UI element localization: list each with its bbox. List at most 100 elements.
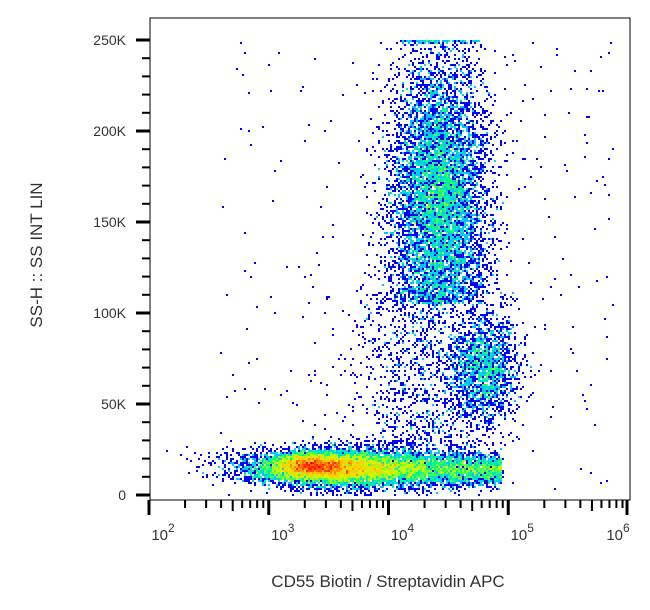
- event-point: [448, 478, 450, 480]
- event-point: [430, 454, 432, 456]
- event-point: [474, 476, 476, 478]
- event-point: [430, 98, 432, 100]
- event-point: [422, 290, 424, 292]
- event-point: [486, 468, 488, 470]
- event-point: [454, 464, 456, 466]
- event-point: [422, 488, 424, 490]
- event-point: [498, 476, 500, 478]
- event-point: [424, 464, 426, 466]
- event-point: [450, 100, 452, 102]
- event-point: [452, 118, 454, 120]
- event-point: [482, 280, 484, 282]
- event-point: [478, 284, 480, 286]
- event-point: [412, 50, 414, 52]
- event-point: [438, 42, 440, 44]
- event-point: [406, 462, 408, 464]
- event-point: [248, 468, 250, 470]
- event-point: [492, 472, 494, 474]
- event-point: [348, 482, 350, 484]
- event-point: [422, 204, 424, 206]
- event-point: [224, 466, 226, 468]
- event-point: [452, 242, 454, 244]
- event-point: [328, 446, 330, 448]
- event-point: [204, 460, 206, 462]
- event-point: [426, 478, 428, 480]
- event-point: [228, 494, 230, 496]
- event-point: [454, 196, 456, 198]
- event-point: [334, 484, 336, 486]
- event-point: [242, 458, 244, 460]
- event-point: [408, 152, 410, 154]
- event-point: [426, 460, 428, 462]
- event-point: [310, 468, 312, 470]
- event-point: [496, 462, 498, 464]
- event-point: [312, 452, 314, 454]
- event-point: [254, 466, 256, 468]
- event-point: [276, 458, 278, 460]
- event-point: [298, 462, 300, 464]
- event-point: [338, 460, 340, 462]
- event-point: [468, 452, 470, 454]
- event-point: [474, 248, 476, 250]
- event-point: [464, 222, 466, 224]
- event-point: [374, 474, 376, 476]
- event-point: [324, 478, 326, 480]
- event-point: [418, 458, 420, 460]
- event-point: [420, 204, 422, 206]
- event-point: [434, 186, 436, 188]
- event-point: [446, 180, 448, 182]
- event-point: [436, 88, 438, 90]
- event-point: [444, 282, 446, 284]
- event-point: [426, 226, 428, 228]
- event-point: [438, 206, 440, 208]
- event-point: [296, 452, 298, 454]
- event-point: [396, 252, 398, 254]
- event-point: [290, 450, 292, 452]
- event-point: [416, 468, 418, 470]
- event-point: [350, 466, 352, 468]
- event-point: [472, 254, 474, 256]
- event-point: [380, 482, 382, 484]
- event-point: [452, 454, 454, 456]
- event-point: [262, 480, 264, 482]
- event-point: [356, 466, 358, 468]
- event-point: [420, 460, 422, 462]
- event-point: [300, 444, 302, 446]
- event-point: [362, 464, 364, 466]
- event-point: [500, 470, 502, 472]
- event-point: [398, 118, 400, 120]
- event-point: [448, 68, 450, 70]
- event-point: [428, 166, 430, 168]
- event-point: [412, 70, 414, 72]
- event-point: [468, 172, 470, 174]
- event-point: [418, 192, 420, 194]
- event-point: [242, 448, 244, 450]
- event-point: [420, 120, 422, 122]
- event-point: [398, 194, 400, 196]
- event-point: [442, 190, 444, 192]
- event-point: [422, 460, 424, 462]
- event-point: [444, 294, 446, 296]
- event-point: [312, 460, 314, 462]
- event-point: [422, 198, 424, 200]
- event-point: [328, 466, 330, 468]
- event-point: [444, 286, 446, 288]
- event-point: [416, 276, 418, 278]
- event-point: [454, 238, 456, 240]
- event-point: [462, 42, 464, 44]
- event-point: [262, 450, 264, 452]
- event-point: [340, 450, 342, 452]
- event-point: [418, 210, 420, 212]
- event-point: [266, 472, 268, 474]
- event-point: [412, 454, 414, 456]
- event-point: [422, 146, 424, 148]
- event-point: [488, 464, 490, 466]
- event-point: [482, 112, 484, 114]
- event-point: [344, 462, 346, 464]
- event-point: [484, 454, 486, 456]
- event-point: [324, 470, 326, 472]
- event-point: [438, 212, 440, 214]
- event-point: [450, 190, 452, 192]
- event-point: [312, 454, 314, 456]
- event-point: [276, 460, 278, 462]
